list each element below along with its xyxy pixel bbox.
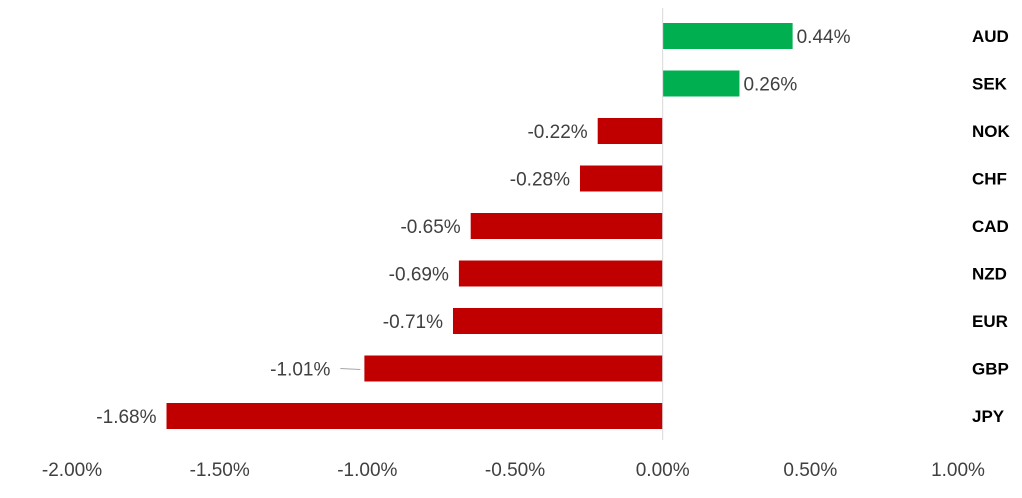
category-label-eur: EUR (972, 312, 1008, 331)
bar-nzd (458, 260, 663, 287)
data-label-aud: 0.44% (797, 27, 851, 48)
bar-aud (662, 23, 793, 49)
category-label-nok: NOK (972, 122, 1011, 141)
bar-sek (662, 70, 740, 97)
bar-jpy (166, 403, 663, 429)
category-label-gbp: GBP (972, 360, 1009, 379)
bar-nok (597, 118, 663, 144)
x-tick-label: -0.50% (485, 460, 545, 481)
data-label-jpy: -1.68% (96, 407, 156, 428)
data-label-chf: -0.28% (510, 170, 570, 191)
x-tick-label: 0.00% (636, 460, 690, 481)
data-label-eur: -0.71% (383, 312, 443, 333)
category-label-nzd: NZD (972, 265, 1007, 284)
data-label-cad: -0.65% (400, 217, 460, 238)
x-tick-label: -2.00% (42, 460, 102, 481)
leader-line-gbp (340, 368, 361, 370)
bar-cad (470, 213, 663, 239)
x-tick-labels-group: -2.00% -1.50% -1.00% -0.50% 0.00% 0.50% 1.00% (42, 460, 985, 481)
x-tick-label: -1.00% (337, 460, 397, 481)
x-tick-label: -1.50% (190, 460, 250, 481)
category-label-jpy: JPY (972, 407, 1005, 426)
category-label-sek: SEK (972, 75, 1008, 94)
category-labels-group: AUD SEK NOK CHF CAD NZD EUR GBP JPY (972, 27, 1011, 426)
data-label-nzd: -0.69% (389, 265, 449, 286)
x-tick-label: 0.50% (783, 460, 837, 481)
category-label-aud: AUD (972, 27, 1009, 46)
bars-group (166, 23, 793, 429)
data-label-nok: -0.22% (527, 122, 587, 143)
category-label-cad: CAD (972, 217, 1009, 236)
data-labels-group: 0.44% 0.26% -0.22% -0.28% -0.65% -0.69% -0.71%… (96, 27, 850, 428)
bar-chf (579, 165, 663, 192)
data-label-sek: 0.26% (743, 75, 797, 96)
bar-gbp (364, 355, 663, 382)
x-tick-label: 1.00% (931, 460, 985, 481)
data-label-gbp: -1.01% (270, 360, 330, 381)
bar-eur (452, 308, 663, 334)
category-label-chf: CHF (972, 170, 1007, 189)
